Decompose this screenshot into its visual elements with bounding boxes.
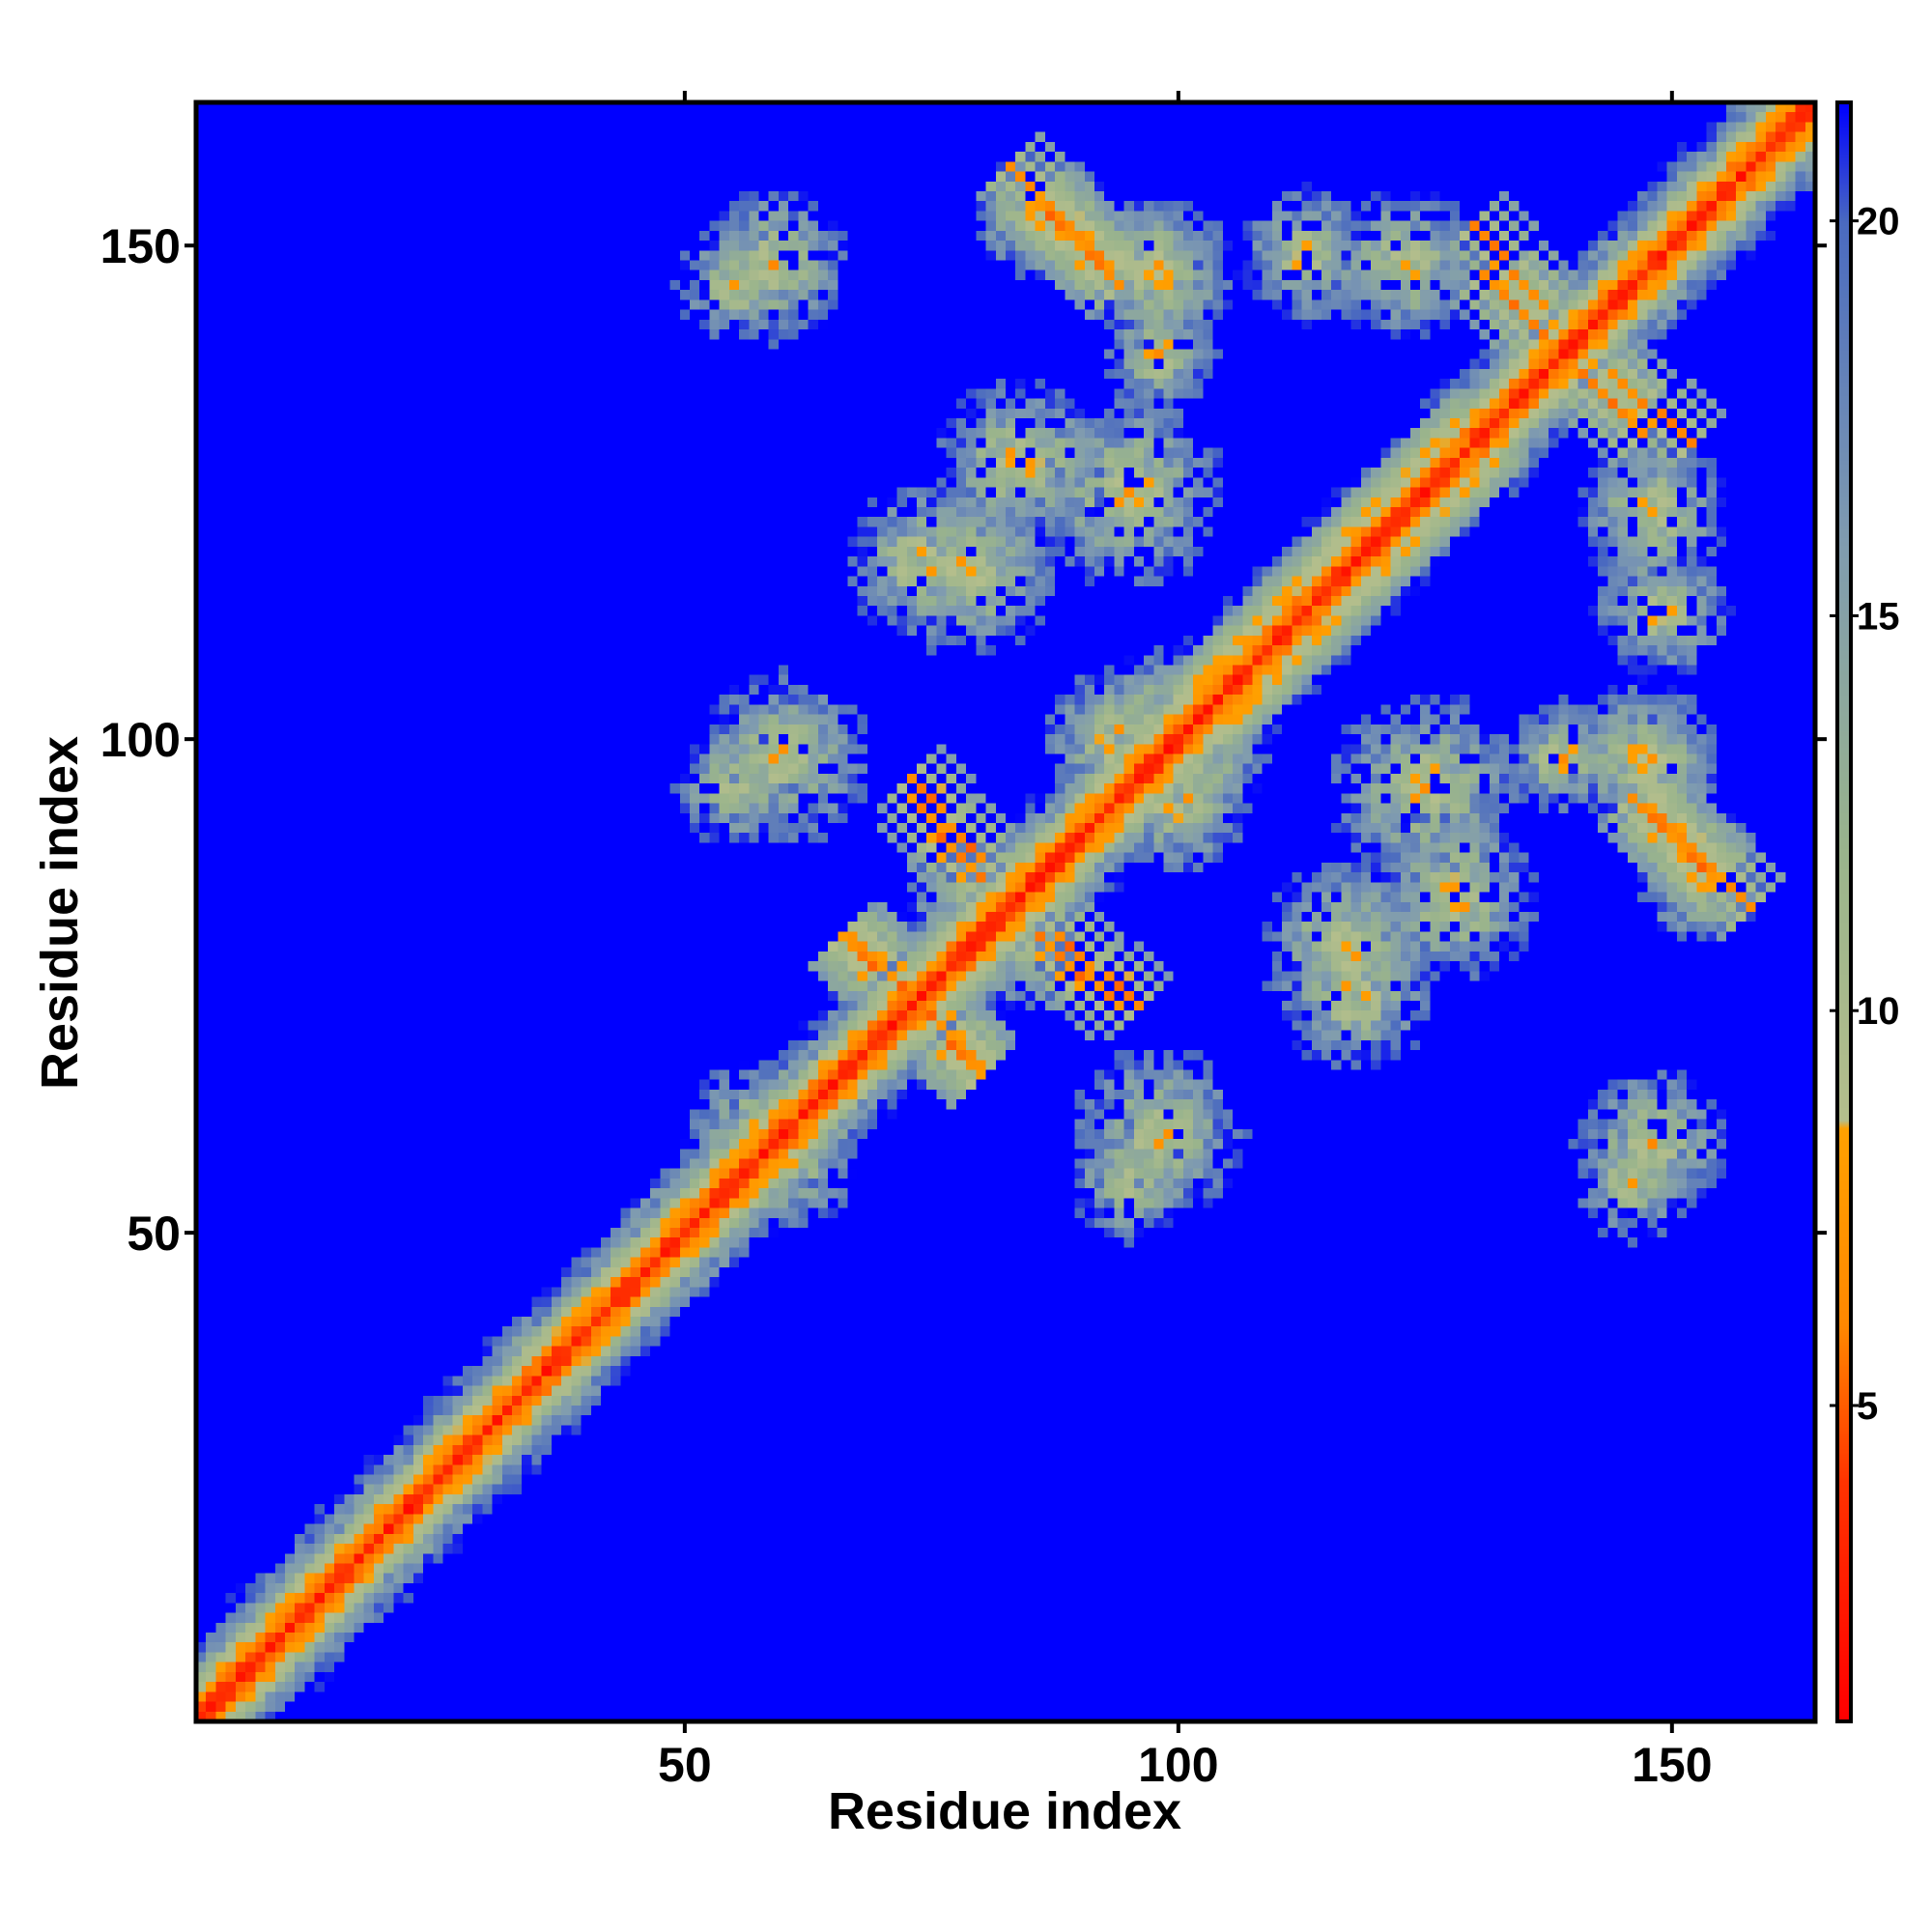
colorbar-gradient: [1837, 102, 1851, 1721]
x-axis-ticks: 50 100 150: [658, 91, 1713, 1792]
colorbar-frame: [1835, 100, 1853, 1723]
y-tick-label: 150: [100, 219, 181, 273]
colorbar-tick-label: 5: [1857, 1385, 1878, 1428]
colorbar-tick-label: 10: [1857, 990, 1900, 1033]
y-tick-label: 50: [127, 1207, 181, 1261]
y-axis-ticks: 50 100 150: [100, 219, 1827, 1261]
y-tick-label: 100: [100, 713, 181, 767]
distance-heatmap: [196, 102, 1815, 1721]
y-axis-label: Residue index: [31, 736, 89, 1090]
x-tick-label: 100: [1138, 1738, 1218, 1792]
x-tick-label: 50: [658, 1738, 712, 1792]
x-tick-label: 150: [1632, 1738, 1712, 1792]
plot-frame: [193, 99, 1818, 1724]
colorbar-ticks: 5 10 15 20: [1830, 201, 1900, 1428]
colorbar-tick-label: 15: [1857, 595, 1900, 638]
x-axis-label: Residue index: [828, 1782, 1181, 1840]
colorbar-tick-label: 20: [1857, 201, 1900, 243]
